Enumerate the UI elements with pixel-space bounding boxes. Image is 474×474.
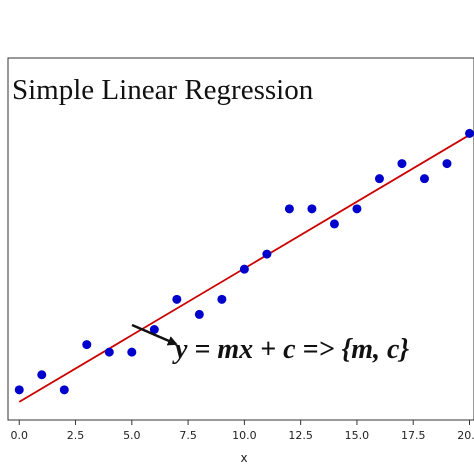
data-point [239, 264, 249, 274]
data-point [37, 370, 47, 380]
x-tick-label: 0.0 [11, 429, 29, 442]
data-point [59, 385, 69, 395]
data-point [307, 204, 317, 214]
data-point [262, 249, 272, 259]
x-tick-label: 15.0 [345, 429, 370, 442]
data-point [329, 219, 339, 229]
data-point [172, 294, 182, 304]
x-axis-label: x [240, 451, 247, 465]
data-point [284, 204, 294, 214]
x-tick-label: 2.5 [67, 429, 85, 442]
data-point [82, 340, 92, 350]
data-point [14, 385, 24, 395]
x-tick-label: 20.0 [457, 429, 474, 442]
x-tick-label: 10.0 [232, 429, 257, 442]
data-point [352, 204, 362, 214]
data-point [442, 159, 452, 169]
data-point [397, 159, 407, 169]
data-point [464, 128, 474, 138]
x-tick-label: 7.5 [179, 429, 197, 442]
data-point [104, 347, 114, 357]
data-point [217, 294, 227, 304]
x-tick-label: 12.5 [288, 429, 313, 442]
x-tick-label: 17.5 [401, 429, 426, 442]
x-tick-label: 5.0 [123, 429, 141, 442]
data-point [419, 174, 429, 184]
data-point [374, 174, 384, 184]
plot-frame [7, 57, 474, 421]
annotation-arrow [131, 323, 178, 346]
data-point [127, 347, 137, 357]
equation-annotation: y = mx + c => {m, c} [172, 334, 409, 365]
data-point [149, 325, 159, 334]
chart-title: Simple Linear Regression [12, 74, 314, 106]
data-point [194, 309, 204, 319]
